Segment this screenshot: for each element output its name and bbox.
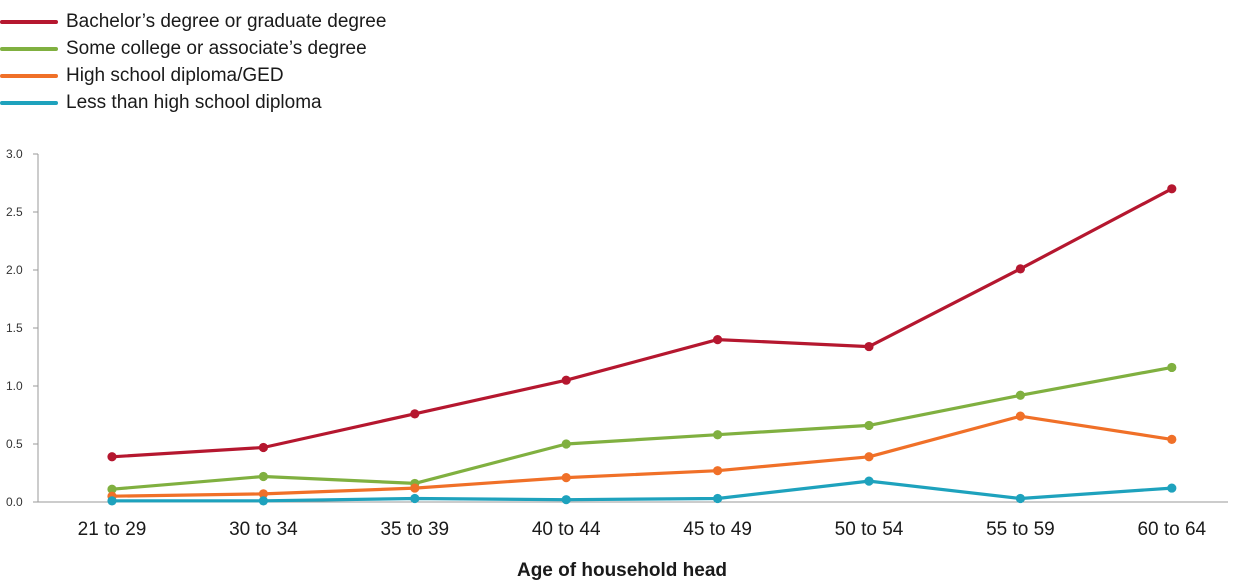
y-tick-label: 0.5 [6,437,23,451]
data-point [1015,264,1025,274]
legend-label: High school diploma/GED [66,64,284,86]
series-line [110,479,1174,503]
x-tick-label: 35 to 39 [380,519,449,540]
series-lines [110,187,1174,503]
data-point [561,473,571,483]
data-point [410,483,420,493]
y-tick-label: 1.5 [6,321,23,335]
legend-label: Less than high school diploma [66,91,322,113]
data-point [1015,493,1025,504]
data-point [713,430,723,440]
legend-swatch [0,73,58,78]
data-point [107,452,117,462]
x-tick-label: 45 to 49 [683,519,752,540]
data-point [561,375,571,385]
x-axis-title: Age of household head [517,560,727,581]
data-point [258,471,268,482]
x-tick-label: 30 to 34 [229,519,298,540]
data-point [107,496,117,506]
data-point [713,466,723,476]
x-axis-ticks: 21 to 29 30 to 34 35 to 39 40 to 44 45 to 49… [78,519,1207,540]
x-tick-label: 60 to 64 [1137,519,1206,540]
data-point [864,341,874,352]
data-point [864,476,874,486]
x-tick-label: 55 to 59 [986,519,1055,540]
data-point [410,409,420,419]
data-point [864,420,874,431]
data-point [864,452,874,462]
legend-swatch [0,46,58,51]
series-line [110,365,1174,491]
data-point [1167,362,1177,373]
data-point [258,442,268,453]
y-axis-ticks: 0.0 0.5 1.0 1.5 2.0 2.5 3.0 [6,147,38,509]
data-point [1167,184,1177,194]
x-tick-label: 40 to 44 [532,519,601,540]
data-point [1167,483,1177,493]
y-tick-label: 2.5 [6,205,23,219]
data-point [561,495,571,505]
legend-swatch [0,100,58,105]
legend-item: Bachelor’s degree or graduate degree [0,8,386,35]
chart-legend: Bachelor’s degree or graduate degree Som… [0,8,386,116]
data-point [713,493,723,504]
series-line [110,414,1174,498]
data-point [258,496,268,506]
legend-item: High school diploma/GED [0,62,386,89]
legend-item: Less than high school diploma [0,89,386,116]
x-tick-label: 21 to 29 [78,519,147,540]
data-point [258,489,268,499]
y-tick-label: 3.0 [6,147,23,161]
legend-swatch [0,19,58,24]
data-point [410,493,420,504]
data-point [1167,434,1177,444]
data-point [561,439,571,449]
y-tick-label: 2.0 [6,263,23,277]
series-line [110,187,1174,459]
data-point [107,484,117,494]
legend-label: Some college or associate’s degree [66,37,367,59]
data-point [1015,390,1025,400]
legend-item: Some college or associate’s degree [0,35,386,62]
data-point [713,335,723,345]
data-point [1015,411,1025,421]
y-tick-label: 1.0 [6,379,23,393]
y-tick-label: 0.0 [6,495,23,509]
legend-label: Bachelor’s degree or graduate degree [66,10,387,32]
x-tick-label: 50 to 54 [835,519,904,540]
series-points [107,184,1177,506]
